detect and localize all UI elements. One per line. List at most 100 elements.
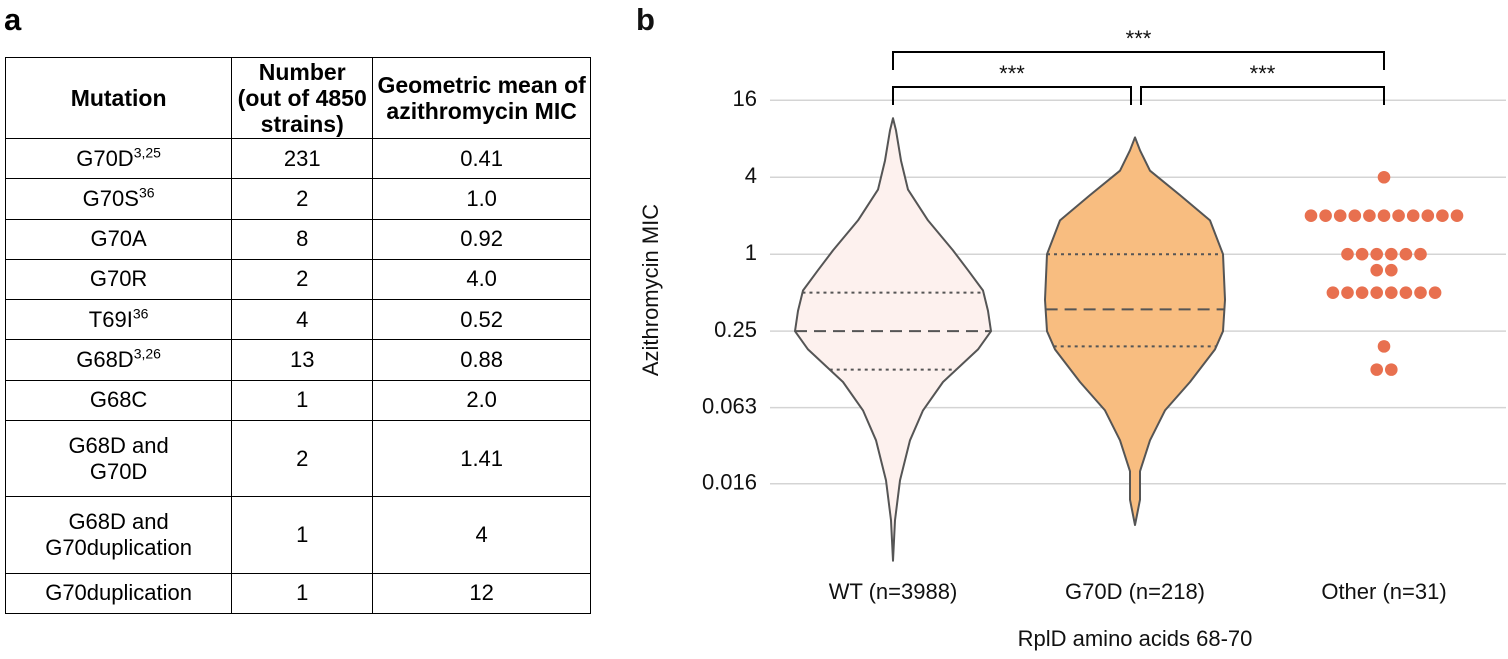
- dot: [1377, 170, 1391, 184]
- table-row: T69I36 4 0.52: [4, 299, 591, 341]
- reference: 3,25: [133, 144, 161, 161]
- mutation-text: G70R: [89, 266, 148, 292]
- significance-label: ***: [1250, 61, 1276, 86]
- dot: [1414, 286, 1427, 299]
- table-cell: 1: [231, 379, 374, 421]
- mutation-name: G70S36: [83, 186, 155, 212]
- dot: [1333, 209, 1347, 223]
- dot: [1355, 286, 1369, 299]
- panel-label: a: [4, 2, 22, 37]
- dot: [1341, 286, 1354, 299]
- dot: [1370, 247, 1383, 261]
- dot: [1421, 209, 1435, 223]
- mutation-name: G70R: [90, 266, 147, 292]
- mutation-name: G70D3,25: [76, 144, 161, 172]
- dot: [1377, 209, 1391, 223]
- dot: [1428, 286, 1442, 299]
- table-cell: 4: [231, 299, 374, 341]
- mutation-cell: G68C: [4, 379, 233, 421]
- mutation-name: G70duplication: [45, 580, 192, 606]
- significance-bracket: [892, 86, 1132, 105]
- x-tick-label: Other (n=31): [1321, 579, 1446, 604]
- header-row: Mutation Number (out of 4850 strains) Geom…: [4, 57, 591, 139]
- table-row: G70A 8 0.92: [4, 218, 591, 260]
- table-row: G68D and G70duplication 1 4: [4, 496, 591, 574]
- dot: [1370, 363, 1383, 376]
- mutation-text: G68D and G70duplication: [45, 508, 192, 560]
- mutation-cell: G68D3,26: [4, 339, 233, 381]
- header-cell: Mutation: [4, 57, 233, 139]
- table-cell: 8: [231, 218, 374, 260]
- y-tick-label: 0.063: [702, 393, 757, 418]
- table-cell: 1.41: [372, 419, 591, 498]
- mutation-name: G68D and G70D: [39, 433, 199, 485]
- x-tick-label: WT (n=3988): [829, 579, 958, 604]
- significance-bracket: [892, 51, 1385, 70]
- mutation-text: G68D: [76, 346, 134, 372]
- y-tick-label: 1: [745, 240, 757, 265]
- mutation-text: G68D and G70D: [68, 432, 169, 484]
- violin: [794, 117, 992, 562]
- mutation-cell: T69I36: [4, 299, 233, 341]
- mutation-name: G70A: [90, 226, 146, 252]
- mutation-name: T69I36: [88, 305, 149, 333]
- dot: [1370, 263, 1383, 277]
- dot: [1385, 286, 1398, 299]
- table-cell: 1: [231, 496, 374, 574]
- mutation-text: T69I: [88, 306, 133, 332]
- dot: [1436, 209, 1449, 223]
- dot: [1363, 209, 1376, 223]
- mutation-name: G68C: [90, 387, 147, 413]
- dot: [1370, 286, 1383, 299]
- dot: [1355, 247, 1369, 261]
- mutation-text: G68C: [89, 387, 148, 413]
- dot: [1399, 247, 1413, 261]
- y-tick-label: 0.25: [714, 317, 757, 342]
- dot: [1385, 247, 1398, 261]
- mutation-table: Mutation Number (out of 4850 strains) Geom…: [4, 57, 591, 615]
- violin: [1044, 136, 1226, 526]
- significance-label: ***: [999, 61, 1025, 86]
- mutation-cell: G70S36: [4, 178, 233, 220]
- dot: [1304, 209, 1318, 223]
- table-row: G70R 2 4.0: [4, 258, 591, 301]
- table-cell: 0.52: [372, 299, 591, 341]
- table-cell: 0.88: [372, 339, 591, 381]
- table-row: G70S36 2 1.0: [4, 178, 591, 220]
- table-cell: 0.92: [372, 218, 591, 260]
- header-cell: Number (out of 4850 strains): [231, 57, 374, 139]
- dot: [1341, 247, 1354, 261]
- mutation-text: G70A: [90, 226, 147, 252]
- table-cell: 2: [231, 258, 374, 301]
- table-cell: 1: [231, 572, 374, 615]
- mutation-name: G68D3,26: [76, 347, 161, 373]
- mutation-cell: G70R: [4, 258, 233, 301]
- reference: 36: [132, 305, 149, 322]
- reference: 3,26: [133, 345, 161, 362]
- table-cell: 12: [372, 572, 591, 615]
- dot: [1326, 286, 1340, 299]
- table-row: G70duplication 1 12: [4, 572, 591, 615]
- dot: [1385, 263, 1398, 277]
- table-cell: 4: [372, 496, 591, 574]
- y-tick-label: 16: [733, 86, 757, 111]
- table-cell: 2.0: [372, 379, 591, 421]
- mutation-text: G70S: [82, 185, 139, 211]
- mutation-cell: G68D and G70duplication: [4, 496, 233, 574]
- table-cell: 13: [231, 339, 374, 381]
- y-axis-label: Azithromycin MIC: [638, 204, 663, 376]
- dot: [1385, 363, 1398, 376]
- dot: [1399, 286, 1413, 299]
- table-row: G70D3,25 231 0.41: [4, 137, 591, 180]
- significance-bracket: [1140, 86, 1385, 105]
- dot: [1450, 209, 1464, 223]
- panel-label: b: [636, 2, 655, 37]
- table-cell: 2: [231, 178, 374, 220]
- table-row: G68C 1 2.0: [4, 379, 591, 421]
- header-cell: Geometric mean of azithromycin MIC: [372, 57, 591, 139]
- x-tick-label: G70D (n=218): [1065, 579, 1205, 604]
- mutation-text: G70D: [76, 145, 134, 171]
- table-row: G68D and G70D 2 1.41: [4, 419, 591, 498]
